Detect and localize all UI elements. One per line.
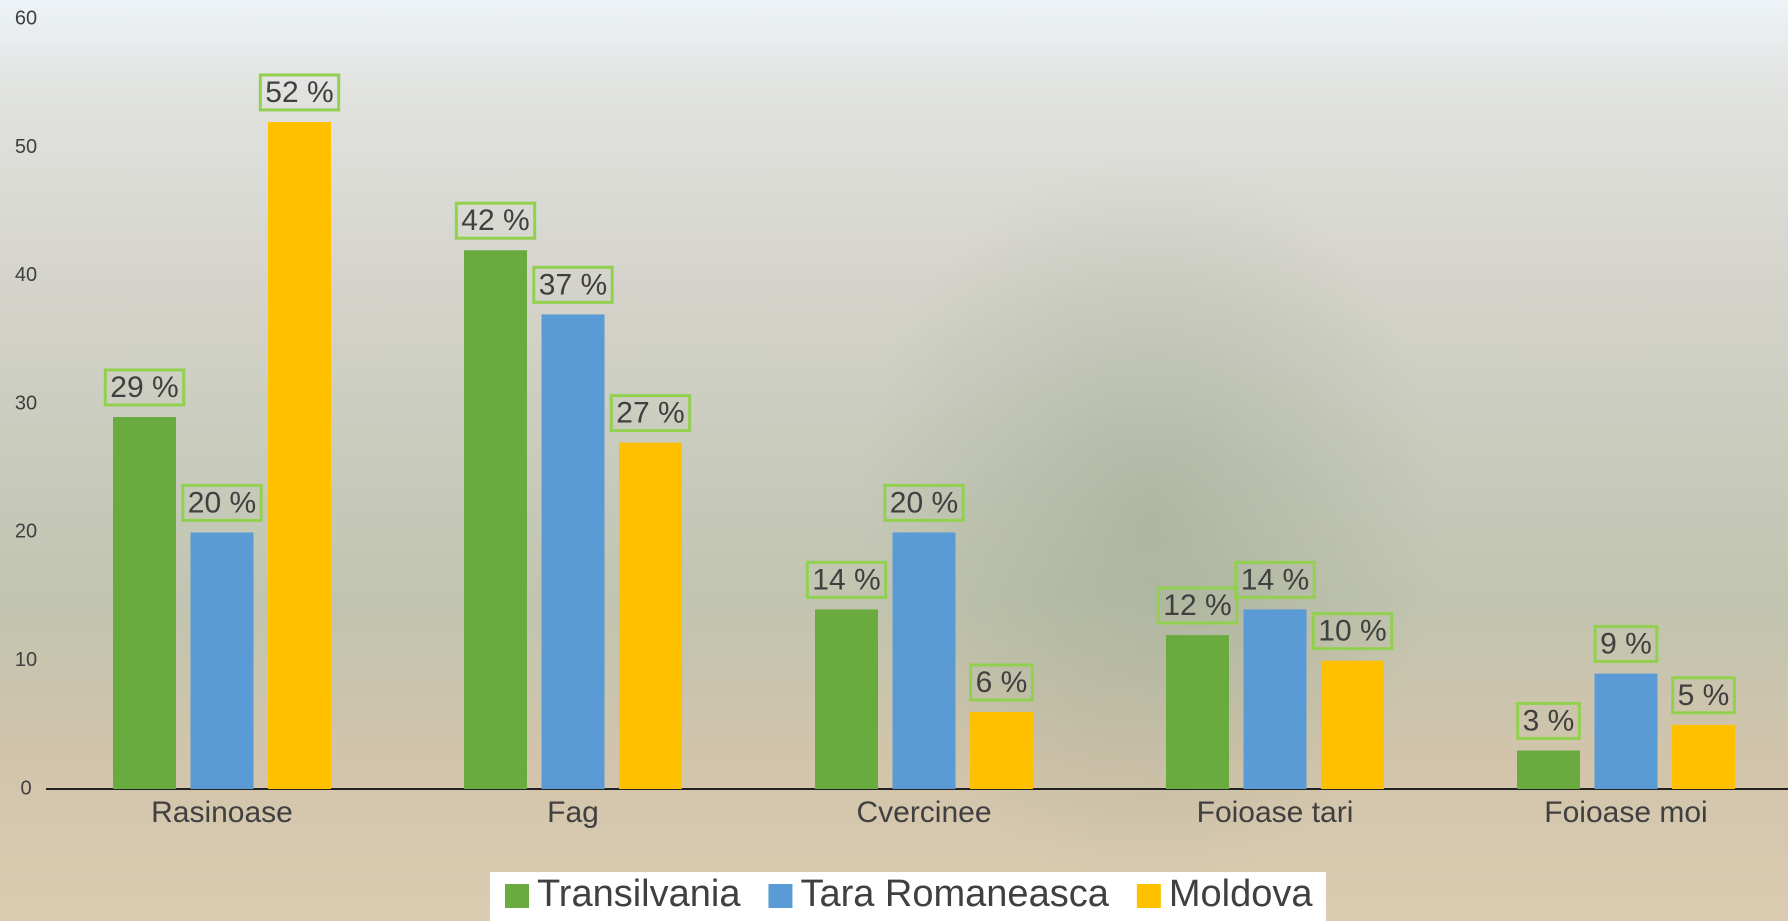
bar (892, 532, 956, 789)
value-label: 37 % (539, 268, 607, 301)
value-label: 10 % (1318, 615, 1386, 648)
value-label-box (1156, 586, 1239, 625)
bar (268, 122, 331, 790)
y-tick-label: 10 (15, 649, 37, 671)
bar (1243, 609, 1307, 789)
value-label: 3 % (1523, 704, 1575, 737)
legend-swatch (768, 884, 793, 908)
value-label-box (454, 201, 537, 240)
value-label-box (805, 560, 888, 599)
y-tick-label: 30 (15, 392, 37, 414)
bar (1321, 660, 1384, 789)
bar (1517, 750, 1580, 789)
value-label-box (969, 663, 1034, 702)
x-tick-label: Foioase tari (1197, 796, 1354, 829)
bar (541, 314, 605, 789)
y-tick-label: 0 (20, 777, 31, 799)
bar (1166, 635, 1229, 789)
value-label-box (103, 368, 186, 407)
value-label-box (609, 394, 692, 433)
legend-label: Moldova (1169, 873, 1313, 915)
bar (464, 250, 527, 789)
bar (113, 417, 176, 789)
y-tick-label: 40 (15, 264, 37, 286)
value-label: 9 % (1600, 627, 1652, 660)
value-label-box (181, 483, 263, 522)
bar (1672, 724, 1735, 789)
value-label: 14 % (812, 563, 880, 596)
y-tick-label: 20 (15, 521, 37, 543)
value-label: 20 % (890, 486, 958, 519)
legend-label: Transilvania (537, 873, 741, 915)
x-tick-label: Fag (547, 796, 599, 829)
value-label: 27 % (616, 397, 684, 430)
legend-swatch (505, 884, 529, 908)
value-label: 29 % (110, 371, 178, 404)
legend-label: Tara Romaneasca (800, 873, 1109, 915)
value-label-box (532, 265, 614, 304)
legend-box (490, 872, 1326, 921)
y-tick-label: 50 (15, 136, 37, 158)
value-label-box (258, 73, 341, 112)
value-label-box (1311, 612, 1394, 651)
bar (190, 532, 254, 789)
value-label-box (1516, 701, 1581, 740)
value-label-box (1671, 676, 1736, 715)
x-tick-label: Foioase moi (1544, 796, 1707, 829)
value-label: 5 % (1678, 679, 1730, 712)
value-label: 42 % (461, 204, 529, 237)
x-tick-label: Rasinoase (151, 796, 293, 829)
bar (1594, 673, 1658, 789)
value-label: 6 % (976, 666, 1028, 699)
value-label: 52 % (265, 76, 333, 109)
value-label-box (883, 483, 965, 522)
bar (619, 442, 682, 789)
y-tick-label: 60 (15, 8, 37, 30)
value-label: 20 % (188, 486, 256, 519)
x-tick-label: Cvercinee (856, 796, 991, 829)
value-label-box (1593, 624, 1659, 663)
bar (970, 712, 1033, 789)
bar (815, 609, 878, 789)
value-label: 14 % (1241, 563, 1309, 596)
value-label-box (1234, 560, 1316, 599)
value-label: 12 % (1163, 589, 1231, 622)
legend-swatch (1136, 884, 1161, 908)
